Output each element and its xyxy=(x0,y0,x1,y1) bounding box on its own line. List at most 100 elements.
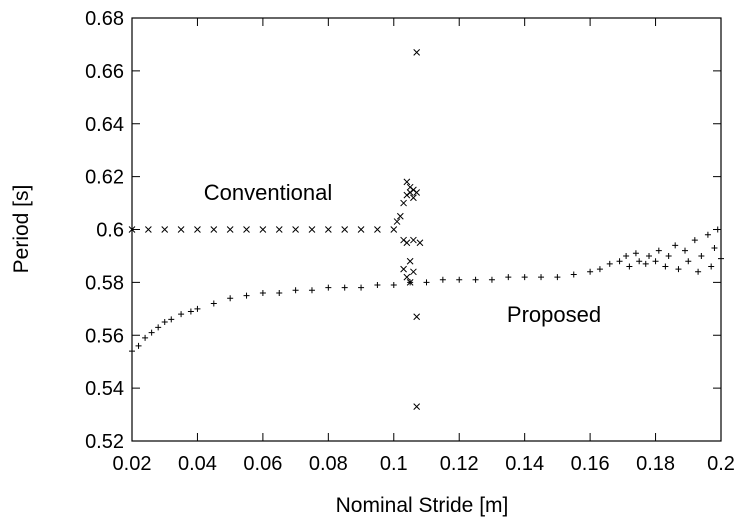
plus-marker-point xyxy=(148,329,155,336)
y-tick-label: 0.54 xyxy=(85,378,124,400)
y-tick-label: 0.62 xyxy=(85,167,124,189)
plus-marker-point xyxy=(632,250,639,257)
x-marker-point xyxy=(403,239,411,247)
plus-marker-point xyxy=(704,231,711,238)
plus-marker-point xyxy=(243,292,250,299)
annotation-proposed: Proposed xyxy=(507,302,601,327)
x-tick-label: 0.16 xyxy=(571,453,610,475)
plus-marker-point xyxy=(374,282,381,289)
x-marker-point xyxy=(374,226,381,233)
plus-marker-point xyxy=(711,245,718,252)
plus-marker-point xyxy=(672,242,679,249)
plus-marker-point xyxy=(708,263,715,270)
plus-marker-point xyxy=(626,263,633,270)
plus-marker-point xyxy=(695,268,702,275)
plus-marker-point xyxy=(642,260,649,267)
series-conventional-points xyxy=(128,49,424,410)
plus-marker-point xyxy=(675,266,682,273)
x-marker-point xyxy=(403,178,411,186)
x-marker-point xyxy=(210,226,218,233)
plus-marker-point xyxy=(142,334,149,341)
plus-marker-point xyxy=(129,348,135,355)
plus-marker-point xyxy=(308,287,315,294)
axis-ticks: 0.02 0.04 0.06 0.08 0.1 0.12 0.14 0.16 0.18 0.2 0.… xyxy=(85,8,735,475)
x-tick-label: 0.12 xyxy=(440,453,479,475)
x-marker-point xyxy=(341,226,349,233)
x-tick-label: 0.14 xyxy=(505,453,544,475)
x-marker-point xyxy=(275,226,283,233)
x-marker-point xyxy=(177,226,185,233)
plus-marker-point xyxy=(652,258,659,265)
y-axis-title: Period [s] xyxy=(10,185,33,274)
x-tick-label: 0.06 xyxy=(243,453,282,475)
y-tick-label: 0.58 xyxy=(85,272,124,294)
plot-axes xyxy=(131,17,722,442)
x-tick-label: 0.2 xyxy=(707,453,735,475)
x-marker-point xyxy=(413,189,421,196)
plus-marker-point xyxy=(210,300,217,307)
plus-marker-point xyxy=(325,284,332,291)
plus-marker-point xyxy=(587,268,594,275)
x-marker-point xyxy=(400,265,407,273)
y-tick-label: 0.6 xyxy=(96,220,124,242)
plus-marker-point xyxy=(276,289,283,296)
x-marker-point xyxy=(410,236,417,244)
x-marker-point xyxy=(324,226,332,233)
plus-marker-point xyxy=(358,284,365,291)
x-marker-point xyxy=(226,226,234,233)
plus-marker-point xyxy=(682,247,689,254)
x-marker-point xyxy=(390,226,398,233)
x-marker-point xyxy=(393,218,401,225)
plus-marker-point xyxy=(439,276,446,283)
x-marker-point xyxy=(259,226,267,233)
y-tick-label: 0.66 xyxy=(85,61,124,83)
plus-marker-point xyxy=(187,308,194,315)
plus-marker-point xyxy=(423,279,430,286)
y-tick-label: 0.56 xyxy=(85,325,124,347)
plus-marker-point xyxy=(636,258,643,265)
plus-marker-point xyxy=(623,252,630,259)
plus-marker-point xyxy=(341,284,348,291)
plus-marker-point xyxy=(168,316,175,323)
x-tick-label: 0.18 xyxy=(636,453,675,475)
plus-marker-point xyxy=(135,342,142,349)
x-marker-point xyxy=(357,226,365,233)
x-marker-point xyxy=(406,257,414,265)
plus-marker-point xyxy=(472,276,479,283)
plus-marker-point xyxy=(655,247,662,254)
plus-marker-point xyxy=(606,260,613,267)
plus-marker-point xyxy=(665,252,672,259)
x-marker-point xyxy=(194,226,201,233)
plus-marker-point xyxy=(161,319,168,326)
plus-marker-point xyxy=(155,324,162,331)
plus-marker-point xyxy=(554,274,561,281)
x-marker-point xyxy=(410,268,417,276)
x-marker-point xyxy=(400,199,407,207)
plus-marker-point xyxy=(407,279,414,286)
x-marker-point xyxy=(161,226,169,233)
plus-marker-point xyxy=(194,305,201,312)
x-marker-point xyxy=(413,403,421,410)
plus-marker-point xyxy=(227,295,234,302)
x-tick-label: 0.02 xyxy=(113,453,152,475)
plus-marker-point xyxy=(685,258,692,265)
x-marker-point xyxy=(413,49,421,56)
plus-marker-point xyxy=(616,258,623,265)
plus-marker-point xyxy=(259,289,266,296)
x-marker-point xyxy=(403,273,411,281)
plus-marker-point xyxy=(662,263,669,270)
y-tick-label: 0.64 xyxy=(85,114,124,136)
series-proposed-points xyxy=(129,226,724,355)
x-marker-point xyxy=(292,226,299,233)
plus-marker-point xyxy=(714,226,721,233)
plus-marker-point xyxy=(646,252,653,259)
plus-marker-point xyxy=(691,237,698,244)
plus-marker-point xyxy=(570,271,577,278)
plus-marker-point xyxy=(456,276,463,283)
plus-marker-point xyxy=(698,252,705,259)
annotation-conventional: Conventional xyxy=(204,180,332,205)
plus-marker-point xyxy=(488,276,495,283)
plus-marker-point xyxy=(596,266,603,273)
data-marks xyxy=(128,49,724,410)
plus-marker-point xyxy=(521,274,528,281)
